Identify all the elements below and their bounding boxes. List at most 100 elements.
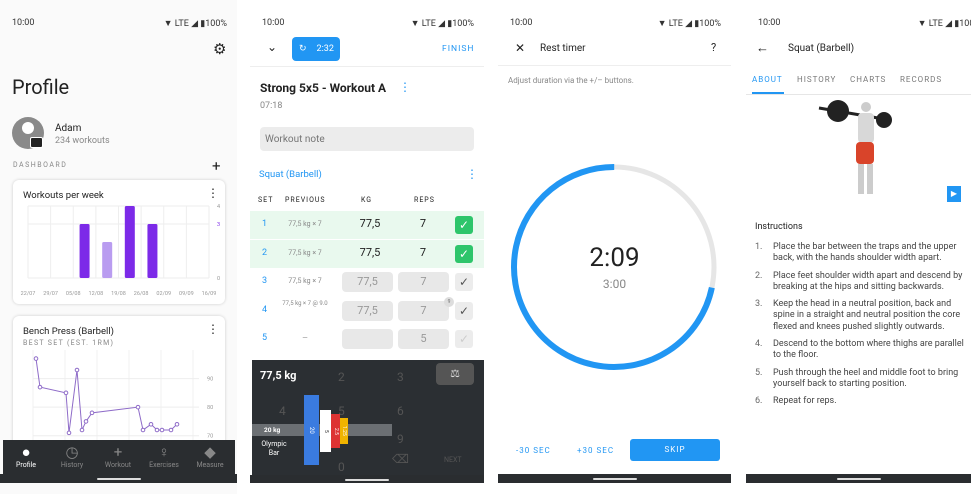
close-icon[interactable]: ✕ <box>515 41 526 55</box>
data-point[interactable] <box>168 427 174 433</box>
complete-set-checkbox[interactable]: ✓ <box>455 244 473 263</box>
settings-icon[interactable]: ⚙ <box>213 40 227 58</box>
backspace-key[interactable]: ⌫ <box>392 452 409 466</box>
tab-records[interactable]: RECORDS <box>900 75 943 84</box>
nav-profile[interactable]: ● Profile <box>4 443 48 469</box>
collapse-chevron-icon[interactable]: ⌄ <box>267 40 278 54</box>
previous-value[interactable]: 77,5 kg × 7 @ 9.0 <box>282 299 328 307</box>
set-number[interactable]: 3 <box>262 276 268 286</box>
data-point[interactable] <box>159 427 165 433</box>
data-point[interactable] <box>154 427 160 433</box>
profile-screen: 10:00 ▼ LTE ◢ ▮100% ⚙ Profile Adam 234 wo… <box>0 0 237 494</box>
bar[interactable] <box>124 206 135 278</box>
reps-value[interactable]: 7 <box>419 217 427 230</box>
set-number[interactable]: 1 <box>262 219 268 229</box>
data-point[interactable] <box>37 384 43 390</box>
help-button[interactable]: ? <box>711 41 717 54</box>
kg-input[interactable]: 77,5 <box>342 272 393 292</box>
nav-workout[interactable]: + Workout <box>96 443 140 469</box>
set-row: 4 77,5 kg × 7 @ 9.0 77,5 7 9 ✓ <box>250 296 484 325</box>
next-key[interactable]: NEXT <box>444 456 462 464</box>
more-options-icon[interactable]: ⋮ <box>207 186 219 200</box>
plate-keyboard: 2 3 4 5 6 9 0 ⌫ NEXT 77,5 kg ⚖ 20 kg Olympic Bar… <box>252 360 484 475</box>
workout-title[interactable]: Strong 5x5 - Workout A <box>260 81 387 95</box>
set-number[interactable]: 4 <box>262 304 268 315</box>
workouts-per-week-card[interactable]: Workouts per week ⋮ 22/07 29/07 05/08 12/08… <box>13 180 225 304</box>
previous-value[interactable]: 77,5 kg × 7 <box>288 220 322 228</box>
rpe-badge[interactable]: 9 <box>444 296 454 307</box>
data-point[interactable] <box>63 390 69 396</box>
play-video-button[interactable]: ▶ <box>947 186 961 202</box>
instructions-list: 1. Place the bar between the traps and th… <box>755 242 967 414</box>
nav-history[interactable]: ◷ History <box>50 443 94 469</box>
data-point[interactable] <box>79 427 85 433</box>
y-tick-label: 90 <box>207 377 213 383</box>
key-5[interactable]: 5 <box>338 404 345 418</box>
instruction-step: 1. Place the bar between the traps and th… <box>755 242 957 264</box>
data-point[interactable] <box>66 430 72 436</box>
exercise-menu-icon[interactable]: ⋮ <box>466 167 478 181</box>
workout-note-input[interactable] <box>260 127 474 151</box>
key-0[interactable]: 0 <box>338 460 345 474</box>
kg-value[interactable]: 77,5 <box>359 217 381 230</box>
plate-calculator-button[interactable]: ⚖ <box>436 363 474 385</box>
data-point[interactable] <box>83 419 89 424</box>
reps-input[interactable]: 7 <box>398 272 449 292</box>
complete-set-checkbox[interactable]: ✓ <box>455 216 473 234</box>
kg-value[interactable]: 77,5 <box>359 245 381 259</box>
y-tick-label: 80 <box>207 405 213 411</box>
complete-set-checkbox[interactable]: ✓ <box>455 330 473 348</box>
previous-value[interactable]: 77,5 kg × 7 <box>288 248 322 257</box>
reps-input[interactable]: 5 <box>398 329 449 349</box>
set-row: 5 — 5 ✓ <box>250 325 484 353</box>
reps-value[interactable]: 7 <box>419 245 427 259</box>
keyboard-weight: 77,5 kg <box>260 369 297 382</box>
plus-30-button[interactable]: +30 SEC <box>577 446 615 455</box>
tab-charts[interactable]: CHARTS <box>850 75 887 84</box>
data-point[interactable] <box>174 421 180 427</box>
skip-button[interactable]: SKIP <box>630 439 720 461</box>
back-arrow-icon[interactable]: ← <box>756 41 769 56</box>
bar[interactable] <box>102 242 113 278</box>
data-point[interactable] <box>89 410 95 416</box>
finish-button[interactable]: FINISH <box>442 44 475 54</box>
tab-about[interactable]: ABOUT <box>752 75 783 84</box>
y-tick-label: 4 <box>217 204 220 210</box>
nav-exercises[interactable]: ♀ Exercises <box>142 443 186 469</box>
avatar[interactable] <box>12 117 44 149</box>
key-9[interactable]: 9 <box>397 432 404 446</box>
reps-input[interactable]: 7 <box>398 300 449 321</box>
key-6[interactable]: 6 <box>397 404 404 418</box>
key-4[interactable]: 4 <box>279 404 286 418</box>
set-number[interactable]: 2 <box>262 247 268 258</box>
add-widget-button[interactable]: + <box>212 157 221 175</box>
complete-set-checkbox[interactable]: ✓ <box>455 301 473 320</box>
set-row: 3 77,5 kg × 7 77,5 7 ✓ <box>250 268 484 296</box>
workout-menu-icon[interactable]: ⋮ <box>399 80 411 94</box>
exercise-name-link[interactable]: Squat (Barbell) <box>259 169 322 180</box>
complete-set-checkbox[interactable]: ✓ <box>455 273 473 291</box>
nav-measure[interactable]: ◆ Measure <box>188 443 232 469</box>
tab-history[interactable]: HISTORY <box>797 75 837 84</box>
plus-icon: + <box>113 443 123 461</box>
set-number[interactable]: 5 <box>262 333 268 343</box>
bar[interactable] <box>147 224 158 278</box>
previous-value[interactable]: 77,5 kg × 7 <box>288 277 322 285</box>
previous-value[interactable]: — <box>302 334 308 342</box>
data-point[interactable] <box>33 356 39 361</box>
key-3[interactable]: 3 <box>397 370 404 384</box>
data-point[interactable] <box>135 404 141 410</box>
data-point[interactable] <box>148 421 154 427</box>
more-options-icon[interactable]: ⋮ <box>207 322 219 336</box>
key-2[interactable]: 2 <box>338 370 345 384</box>
kg-input[interactable]: 77,5 <box>342 300 393 321</box>
data-point[interactable] <box>74 367 80 373</box>
bar[interactable] <box>79 224 90 278</box>
rest-timer-button[interactable]: ↻ 2:32 <box>292 37 340 61</box>
rest-timer-title: Rest timer <box>540 43 586 54</box>
user-name: Adam <box>55 123 82 134</box>
data-point[interactable] <box>140 427 146 433</box>
kg-input[interactable] <box>342 329 393 349</box>
x-tick-label: 16/09 <box>202 291 217 297</box>
minus-30-button[interactable]: -30 SEC <box>516 446 551 455</box>
